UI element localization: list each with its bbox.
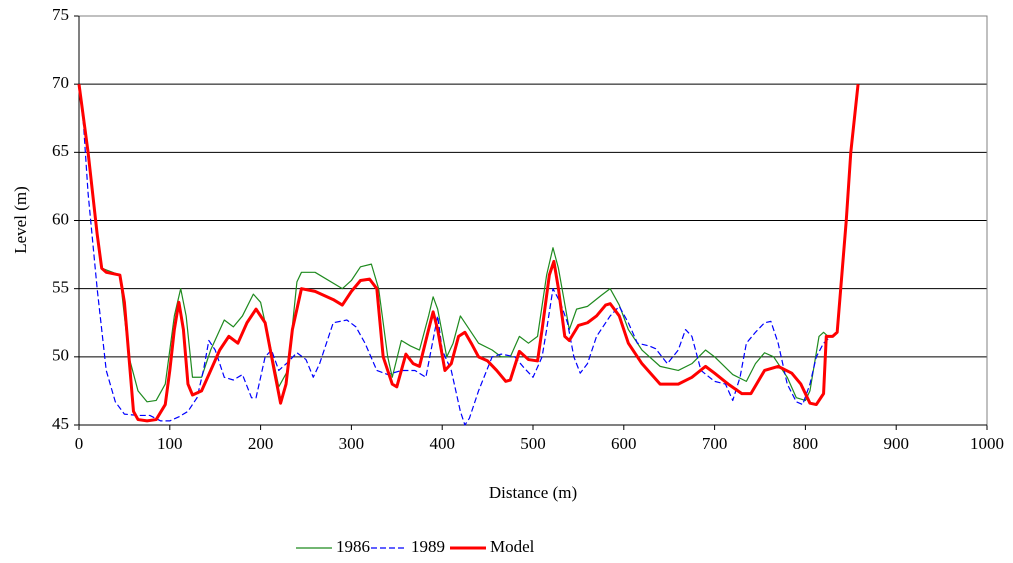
- x-tick-label: 700: [702, 434, 728, 453]
- x-tick-label: 600: [611, 434, 637, 453]
- x-tick-label: 0: [75, 434, 84, 453]
- series-line: [78, 84, 829, 403]
- x-tick-label: 900: [883, 434, 909, 453]
- y-tick-label: 55: [52, 278, 69, 297]
- x-tick-label: 200: [248, 434, 274, 453]
- series-line: [77, 83, 860, 423]
- legend-label: Model: [490, 537, 535, 556]
- y-axis-label: Level (m): [11, 186, 30, 254]
- x-tick-label: 800: [793, 434, 819, 453]
- x-axis-label: Distance (m): [489, 483, 577, 502]
- legend-label: 1986: [336, 537, 370, 556]
- y-tick-label: 60: [52, 209, 69, 228]
- y-tick-label: 50: [52, 346, 69, 365]
- y-tick-label: 70: [52, 73, 69, 92]
- y-tick-label: 75: [52, 5, 69, 24]
- x-tick-label: 300: [339, 434, 365, 453]
- legend-label: 1989: [411, 537, 445, 556]
- x-tick-label: 100: [157, 434, 183, 453]
- series-line: [78, 84, 832, 426]
- x-tick-label: 400: [429, 434, 455, 453]
- x-tick-label: 1000: [970, 434, 1004, 453]
- y-tick-label: 45: [52, 414, 69, 433]
- y-tick-label: 65: [52, 141, 69, 160]
- x-tick-label: 500: [520, 434, 546, 453]
